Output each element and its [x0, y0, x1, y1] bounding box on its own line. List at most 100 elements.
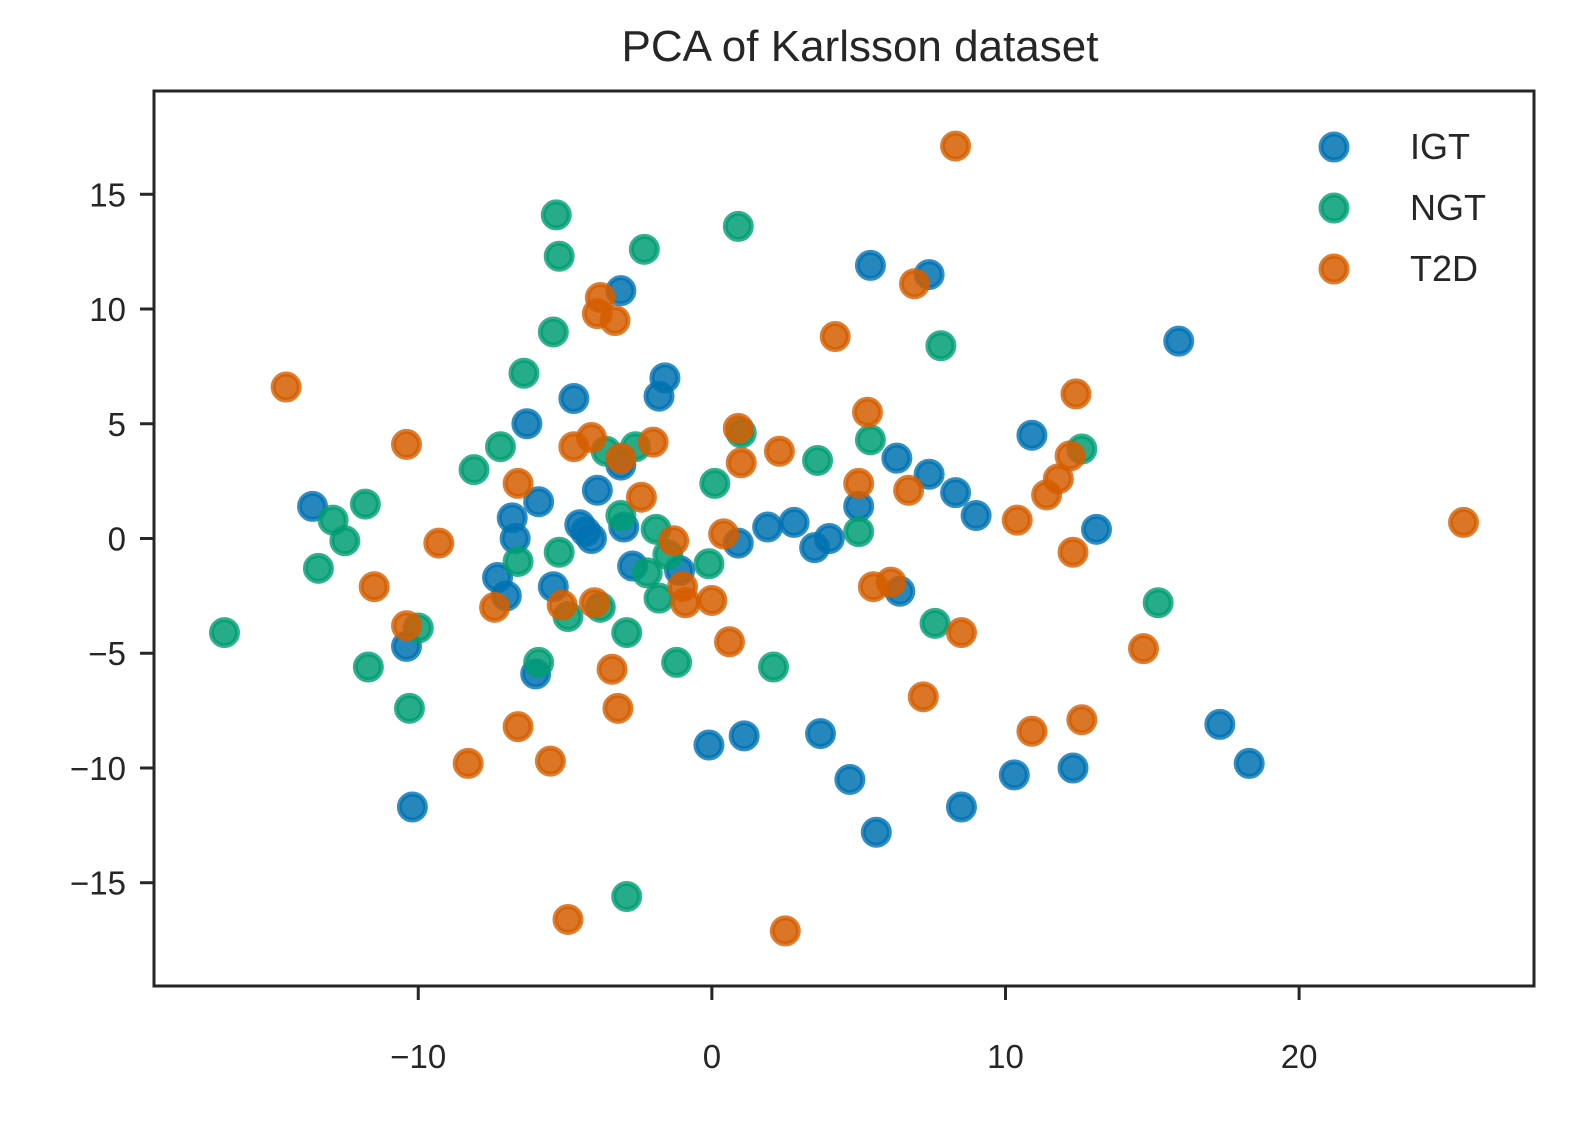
data-point-t2d: [713, 626, 745, 658]
data-point-igt: [778, 506, 810, 538]
y-tick-label: 5: [108, 406, 126, 443]
data-point-ngt: [329, 525, 361, 557]
data-point-t2d: [502, 467, 534, 499]
data-point-igt: [297, 490, 329, 522]
data-point-igt: [1016, 419, 1048, 451]
data-point-igt: [1163, 325, 1195, 357]
data-point-ngt: [611, 881, 643, 912]
data-point-t2d: [1127, 633, 1159, 665]
y-tick-label: −5: [88, 635, 126, 672]
data-point-igt: [396, 791, 428, 823]
data-point-igt: [998, 759, 1030, 791]
data-point-ngt: [1142, 587, 1174, 619]
data-point-t2d: [391, 610, 423, 642]
data-point-t2d: [769, 915, 801, 947]
data-point-t2d: [637, 426, 669, 458]
data-point-t2d: [552, 903, 584, 935]
data-point-igt: [693, 729, 725, 761]
data-point-t2d: [599, 304, 631, 336]
data-point-t2d: [546, 589, 578, 621]
data-point-igt: [805, 718, 837, 750]
data-point-t2d: [1448, 506, 1480, 538]
data-point-ngt: [543, 240, 575, 272]
data-point-t2d: [893, 474, 925, 506]
data-point-ngt: [699, 467, 731, 499]
y-tick-label: −15: [70, 865, 126, 902]
legend-marker-ngt: [1318, 192, 1350, 224]
data-point-t2d: [1054, 440, 1086, 472]
points-layer: [208, 130, 1480, 947]
data-point-igt: [523, 486, 555, 518]
data-point-igt: [575, 523, 607, 554]
data-point-t2d: [358, 571, 390, 603]
data-point-ngt: [352, 651, 384, 683]
data-point-t2d: [898, 268, 930, 300]
data-point-ngt: [523, 646, 555, 678]
data-point-t2d: [575, 422, 607, 454]
data-point-igt: [860, 816, 892, 848]
data-point-ngt: [693, 548, 725, 580]
data-point-ngt: [854, 424, 886, 456]
data-point-t2d: [940, 130, 972, 162]
data-point-igt: [881, 442, 913, 474]
x-tick-label: 0: [703, 1038, 721, 1075]
data-point-igt: [940, 477, 972, 509]
data-point-igt: [511, 408, 543, 440]
data-point-t2d: [851, 396, 883, 428]
data-point-ngt: [484, 431, 516, 463]
data-point-igt: [1204, 708, 1236, 740]
data-point-ngt: [919, 607, 951, 639]
data-point-ngt: [661, 646, 693, 678]
y-tick-label: 10: [89, 291, 126, 328]
data-point-igt: [1081, 513, 1113, 545]
data-point-t2d: [452, 747, 484, 779]
legend-label-igt: IGT: [1410, 126, 1470, 167]
data-point-t2d: [843, 467, 875, 499]
data-point-igt: [913, 458, 945, 490]
data-point-igt: [813, 523, 845, 554]
data-point-t2d: [658, 525, 690, 557]
y-tick-label: −10: [70, 750, 126, 787]
data-point-igt: [1057, 752, 1089, 784]
x-tick-label: 20: [1281, 1038, 1318, 1075]
data-point-ngt: [843, 516, 875, 548]
data-point-t2d: [602, 692, 634, 724]
data-point-t2d: [1016, 715, 1048, 747]
data-point-ngt: [611, 617, 643, 649]
data-point-ngt: [393, 692, 425, 724]
data-point-t2d: [1060, 378, 1092, 410]
data-point-t2d: [270, 371, 302, 403]
y-tick-label: 15: [89, 176, 126, 213]
x-tick-label: −10: [390, 1038, 446, 1075]
data-point-ngt: [537, 316, 569, 348]
data-point-t2d: [945, 617, 977, 649]
data-point-igt: [728, 720, 760, 752]
data-point-ngt: [502, 545, 534, 577]
data-point-ngt: [802, 444, 834, 476]
data-point-igt: [960, 500, 992, 532]
data-point-t2d: [625, 481, 657, 513]
x-tick-label: 10: [987, 1038, 1024, 1075]
data-point-t2d: [1057, 536, 1089, 568]
data-point-t2d: [596, 653, 628, 685]
data-point-t2d: [391, 428, 423, 460]
data-point-igt: [945, 791, 977, 823]
data-point-t2d: [907, 681, 939, 713]
data-point-ngt: [925, 330, 957, 362]
data-point-t2d: [696, 584, 728, 616]
data-point-igt: [649, 362, 681, 394]
data-point-t2d: [725, 447, 757, 479]
data-point-igt: [752, 511, 784, 543]
legend-label-ngt: NGT: [1410, 187, 1486, 228]
data-point-igt: [1233, 747, 1265, 779]
data-point-t2d: [669, 587, 701, 619]
data-point-ngt: [605, 500, 637, 532]
data-point-t2d: [1001, 504, 1033, 536]
data-point-t2d: [1066, 704, 1098, 736]
data-point-ngt: [722, 210, 754, 242]
legend-label-t2d: T2D: [1410, 248, 1478, 289]
data-point-t2d: [605, 442, 637, 474]
ticks-layer: −10 0 10 20 −15 −10 −5 0 5 10 15: [70, 176, 1317, 1075]
data-point-ngt: [758, 651, 790, 683]
